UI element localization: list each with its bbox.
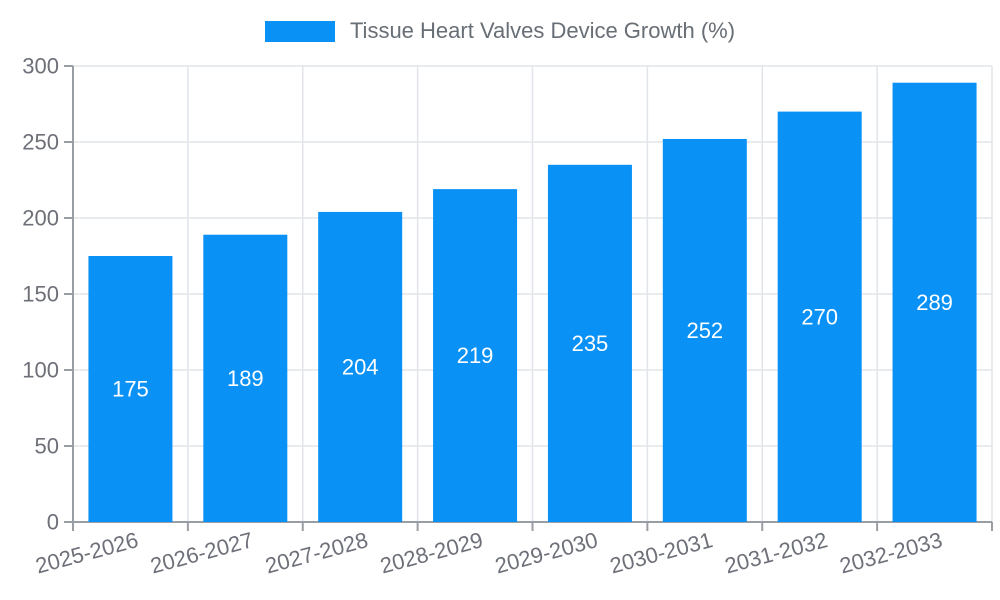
- y-tick-label: 300: [22, 54, 59, 79]
- bar-value-label: 219: [457, 343, 494, 368]
- legend-label: Tissue Heart Valves Device Growth (%): [349, 18, 736, 43]
- bar-value-label: 204: [342, 354, 379, 379]
- x-category-label: 2025-2026: [33, 527, 141, 578]
- bar[interactable]: [547, 164, 632, 523]
- x-category-label: 2029-2030: [492, 527, 600, 578]
- y-tick-label: 150: [22, 282, 59, 307]
- x-category-label: 2030-2031: [607, 527, 715, 578]
- x-category-label: 2026-2027: [148, 527, 256, 578]
- bar[interactable]: [88, 256, 173, 522]
- bar[interactable]: [318, 211, 403, 523]
- x-category-label: 2032-2033: [837, 527, 945, 578]
- x-category-label: 2028-2029: [377, 527, 485, 578]
- bar[interactable]: [662, 138, 747, 522]
- legend-item[interactable]: Tissue Heart Valves Device Growth (%): [0, 20, 1000, 42]
- bar-value-label: 270: [801, 304, 838, 329]
- bar-value-label: 289: [916, 290, 953, 315]
- y-tick-label: 50: [35, 434, 59, 459]
- y-tick-label: 250: [22, 130, 59, 155]
- y-tick-label: 200: [22, 206, 59, 231]
- y-tick-label: 0: [47, 510, 59, 535]
- x-category-label: 2027-2028: [263, 527, 371, 578]
- y-tick-label: 100: [22, 358, 59, 383]
- bar[interactable]: [777, 111, 862, 522]
- bar-value-label: 189: [227, 366, 264, 391]
- bar-value-label: 252: [686, 318, 723, 343]
- legend-swatch: [264, 20, 335, 42]
- bar[interactable]: [203, 234, 288, 522]
- bar-value-label: 175: [112, 377, 149, 402]
- bar[interactable]: [433, 189, 518, 522]
- bar[interactable]: [892, 82, 977, 522]
- bar-value-label: 235: [572, 331, 609, 356]
- x-category-label: 2031-2032: [722, 527, 830, 578]
